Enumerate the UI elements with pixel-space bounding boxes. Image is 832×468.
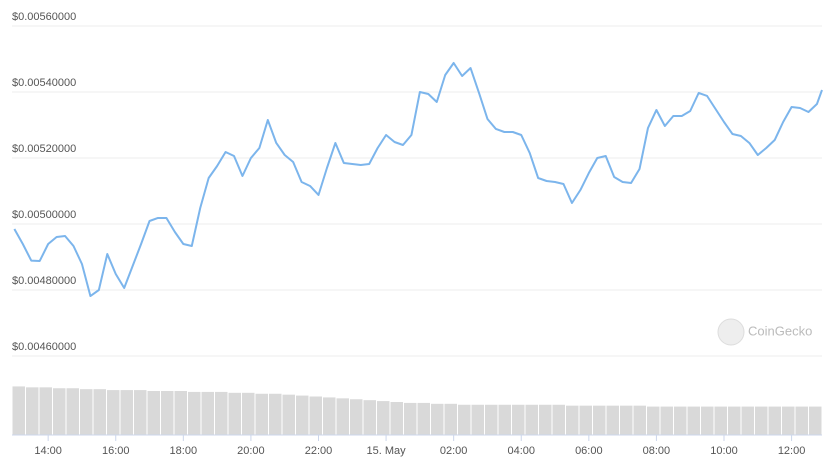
volume-bar: [269, 393, 282, 435]
volume-bar: [458, 404, 471, 435]
volume-bar: [417, 402, 430, 435]
volume-bar: [309, 396, 322, 435]
volume-bar: [390, 402, 403, 435]
volume-bar: [620, 405, 633, 435]
volume-bar: [12, 386, 25, 435]
volume-bar: [539, 404, 552, 435]
x-tick-label: 18:00: [170, 445, 198, 457]
volume-bar: [350, 399, 363, 435]
volume-bar: [404, 402, 417, 435]
volume-bar: [296, 395, 309, 435]
volume-bar: [633, 405, 646, 435]
volume-bar: [228, 392, 241, 435]
volume-bar: [53, 388, 66, 435]
volume-bar: [687, 406, 700, 435]
volume-bar: [93, 389, 106, 435]
volume-bar: [741, 406, 754, 435]
volume-bar: [606, 405, 619, 435]
volume-bar: [728, 406, 741, 435]
volume-bar: [579, 405, 592, 435]
volume-bar: [593, 405, 606, 435]
x-tick-label: 10:00: [710, 445, 738, 457]
volume-bar: [188, 391, 201, 435]
volume-bar: [552, 404, 565, 435]
volume-bar: [174, 391, 187, 435]
x-tick-label: 02:00: [440, 445, 468, 457]
volume-bar: [444, 403, 457, 435]
watermark: CoinGecko: [717, 318, 812, 346]
volume-bar: [714, 406, 727, 435]
y-tick-label: $0.00500000: [12, 209, 76, 221]
watermark-logo: [717, 318, 745, 346]
y-tick-label: $0.00460000: [12, 341, 76, 353]
x-tick-label: 15. May: [367, 445, 407, 457]
volume-bar: [39, 387, 52, 435]
volume-bar: [107, 390, 120, 435]
x-tick-label: 22:00: [305, 445, 333, 457]
volume-bar: [795, 406, 808, 435]
x-tick-label: 14:00: [34, 445, 62, 457]
volume-bar: [471, 404, 484, 435]
watermark-text: CoinGecko: [748, 323, 812, 338]
x-tick-label: 04:00: [507, 445, 535, 457]
volume-bar: [242, 392, 255, 435]
volume-bar: [512, 404, 525, 435]
volume-bar: [255, 393, 268, 435]
volume-bar: [282, 394, 295, 435]
volume-bar: [647, 406, 660, 435]
volume-bar: [120, 390, 133, 435]
volume-bar: [363, 400, 376, 435]
volume-bar: [201, 391, 214, 435]
volume-bar: [485, 404, 498, 435]
volume-bar: [809, 406, 822, 435]
volume-bar: [701, 406, 714, 435]
volume-bar: [66, 388, 79, 435]
volume-bar: [525, 404, 538, 435]
x-tick-label: 12:00: [778, 445, 806, 457]
volume-bar: [498, 404, 511, 435]
volume-bar: [768, 406, 781, 435]
volume-bar: [323, 397, 336, 435]
volume-bar: [566, 405, 579, 435]
x-tick-label: 20:00: [237, 445, 265, 457]
volume-bar: [782, 406, 795, 435]
volume-bar: [336, 398, 349, 435]
price-line: [13, 61, 823, 298]
volume-bar: [161, 391, 174, 435]
volume-bar: [26, 387, 39, 435]
y-tick-label: $0.00520000: [12, 143, 76, 155]
x-tick-label: 16:00: [102, 445, 130, 457]
x-tick-label: 08:00: [643, 445, 671, 457]
volume-bar: [660, 406, 673, 435]
y-tick-label: $0.00560000: [12, 11, 76, 23]
volume-bar: [377, 401, 390, 435]
volume-bar: [134, 390, 147, 435]
y-tick-label: $0.00480000: [12, 275, 76, 287]
y-tick-label: $0.00540000: [12, 77, 76, 89]
volume-bar: [215, 391, 228, 435]
volume-bar: [80, 389, 93, 435]
volume-bar: [147, 391, 160, 435]
volume-bar: [755, 406, 768, 435]
volume-bar: [674, 406, 687, 435]
volume-bar: [431, 403, 444, 435]
x-tick-label: 06:00: [575, 445, 603, 457]
